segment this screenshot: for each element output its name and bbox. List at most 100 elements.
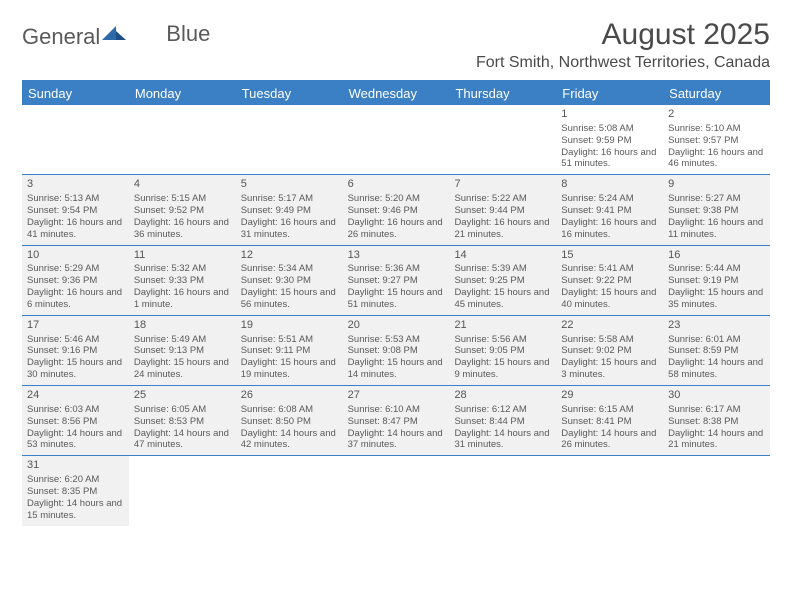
day-number: 17 — [27, 319, 124, 333]
day-cell: 1Sunrise: 5:08 AMSunset: 9:59 PMDaylight… — [556, 105, 663, 174]
day-number: 29 — [561, 389, 658, 403]
logo-text-general: General — [22, 24, 100, 50]
sunrise-text: Sunrise: 5:44 AM — [668, 263, 765, 275]
daylight-text: Daylight: 14 hours and 15 minutes. — [27, 498, 124, 522]
day-cell — [129, 105, 236, 174]
sunrise-text: Sunrise: 6:03 AM — [27, 404, 124, 416]
sunset-text: Sunset: 9:02 PM — [561, 345, 658, 357]
day-number: 10 — [27, 249, 124, 263]
day-number: 14 — [454, 249, 551, 263]
day-number: 26 — [241, 389, 338, 403]
day-number: 12 — [241, 249, 338, 263]
day-number: 28 — [454, 389, 551, 403]
day-number: 15 — [561, 249, 658, 263]
logo-text-blue: Blue — [166, 21, 210, 47]
daylight-text: Daylight: 14 hours and 42 minutes. — [241, 428, 338, 452]
daylight-text: Daylight: 14 hours and 31 minutes. — [454, 428, 551, 452]
sunrise-text: Sunrise: 5:24 AM — [561, 193, 658, 205]
daylight-text: Daylight: 15 hours and 24 minutes. — [134, 357, 231, 381]
daylight-text: Daylight: 16 hours and 26 minutes. — [348, 217, 445, 241]
day-header: Monday — [129, 82, 236, 105]
sunset-text: Sunset: 9:13 PM — [134, 345, 231, 357]
sunrise-text: Sunrise: 5:08 AM — [561, 123, 658, 135]
sunset-text: Sunset: 9:22 PM — [561, 275, 658, 287]
day-cell: 4Sunrise: 5:15 AMSunset: 9:52 PMDaylight… — [129, 175, 236, 244]
daylight-text: Daylight: 16 hours and 46 minutes. — [668, 147, 765, 171]
daylight-text: Daylight: 15 hours and 35 minutes. — [668, 287, 765, 311]
day-number: 31 — [27, 459, 124, 473]
sunset-text: Sunset: 8:44 PM — [454, 416, 551, 428]
sunrise-text: Sunrise: 5:27 AM — [668, 193, 765, 205]
daylight-text: Daylight: 16 hours and 21 minutes. — [454, 217, 551, 241]
day-number: 9 — [668, 178, 765, 192]
day-cell: 2Sunrise: 5:10 AMSunset: 9:57 PMDaylight… — [663, 105, 770, 174]
sunset-text: Sunset: 9:27 PM — [348, 275, 445, 287]
sunrise-text: Sunrise: 5:13 AM — [27, 193, 124, 205]
sunrise-text: Sunrise: 5:22 AM — [454, 193, 551, 205]
sunrise-text: Sunrise: 5:41 AM — [561, 263, 658, 275]
week-row: 24Sunrise: 6:03 AMSunset: 8:56 PMDayligh… — [22, 386, 770, 456]
day-cell: 28Sunrise: 6:12 AMSunset: 8:44 PMDayligh… — [449, 386, 556, 455]
sunset-text: Sunset: 8:35 PM — [27, 486, 124, 498]
daylight-text: Daylight: 14 hours and 21 minutes. — [668, 428, 765, 452]
day-number: 3 — [27, 178, 124, 192]
logo: General Blue — [22, 18, 210, 50]
day-cell — [236, 456, 343, 525]
daylight-text: Daylight: 14 hours and 53 minutes. — [27, 428, 124, 452]
sunset-text: Sunset: 9:25 PM — [454, 275, 551, 287]
sunset-text: Sunset: 9:05 PM — [454, 345, 551, 357]
daylight-text: Daylight: 15 hours and 30 minutes. — [27, 357, 124, 381]
week-row: 17Sunrise: 5:46 AMSunset: 9:16 PMDayligh… — [22, 316, 770, 386]
day-cell — [663, 456, 770, 525]
daylight-text: Daylight: 15 hours and 9 minutes. — [454, 357, 551, 381]
calendar: SundayMondayTuesdayWednesdayThursdayFrid… — [22, 80, 770, 526]
day-cell: 14Sunrise: 5:39 AMSunset: 9:25 PMDayligh… — [449, 246, 556, 315]
sunset-text: Sunset: 9:19 PM — [668, 275, 765, 287]
sunset-text: Sunset: 9:49 PM — [241, 205, 338, 217]
day-cell — [236, 105, 343, 174]
day-cell: 27Sunrise: 6:10 AMSunset: 8:47 PMDayligh… — [343, 386, 450, 455]
day-cell: 21Sunrise: 5:56 AMSunset: 9:05 PMDayligh… — [449, 316, 556, 385]
day-cell: 23Sunrise: 6:01 AMSunset: 8:59 PMDayligh… — [663, 316, 770, 385]
day-cell: 9Sunrise: 5:27 AMSunset: 9:38 PMDaylight… — [663, 175, 770, 244]
sunset-text: Sunset: 9:52 PM — [134, 205, 231, 217]
sunrise-text: Sunrise: 5:17 AM — [241, 193, 338, 205]
sunset-text: Sunset: 9:59 PM — [561, 135, 658, 147]
day-cell: 26Sunrise: 6:08 AMSunset: 8:50 PMDayligh… — [236, 386, 343, 455]
sunrise-text: Sunrise: 5:15 AM — [134, 193, 231, 205]
sunrise-text: Sunrise: 6:10 AM — [348, 404, 445, 416]
month-title: August 2025 — [476, 18, 770, 52]
week-row: 10Sunrise: 5:29 AMSunset: 9:36 PMDayligh… — [22, 246, 770, 316]
day-number: 25 — [134, 389, 231, 403]
sunset-text: Sunset: 8:53 PM — [134, 416, 231, 428]
day-number: 11 — [134, 249, 231, 263]
sunrise-text: Sunrise: 6:15 AM — [561, 404, 658, 416]
daylight-text: Daylight: 15 hours and 56 minutes. — [241, 287, 338, 311]
day-cell: 20Sunrise: 5:53 AMSunset: 9:08 PMDayligh… — [343, 316, 450, 385]
day-number: 16 — [668, 249, 765, 263]
day-cell: 22Sunrise: 5:58 AMSunset: 9:02 PMDayligh… — [556, 316, 663, 385]
daylight-text: Daylight: 14 hours and 47 minutes. — [134, 428, 231, 452]
sunset-text: Sunset: 8:41 PM — [561, 416, 658, 428]
day-cell: 12Sunrise: 5:34 AMSunset: 9:30 PMDayligh… — [236, 246, 343, 315]
day-cell — [449, 456, 556, 525]
sunrise-text: Sunrise: 5:29 AM — [27, 263, 124, 275]
sunrise-text: Sunrise: 5:53 AM — [348, 334, 445, 346]
day-cell — [449, 105, 556, 174]
daylight-text: Daylight: 14 hours and 26 minutes. — [561, 428, 658, 452]
sunrise-text: Sunrise: 6:05 AM — [134, 404, 231, 416]
week-row: 3Sunrise: 5:13 AMSunset: 9:54 PMDaylight… — [22, 175, 770, 245]
day-number: 6 — [348, 178, 445, 192]
daylight-text: Daylight: 15 hours and 45 minutes. — [454, 287, 551, 311]
sunrise-text: Sunrise: 6:12 AM — [454, 404, 551, 416]
daylight-text: Daylight: 16 hours and 1 minute. — [134, 287, 231, 311]
daylight-text: Daylight: 15 hours and 14 minutes. — [348, 357, 445, 381]
day-number: 20 — [348, 319, 445, 333]
day-number: 1 — [561, 108, 658, 122]
day-cell: 16Sunrise: 5:44 AMSunset: 9:19 PMDayligh… — [663, 246, 770, 315]
day-number: 13 — [348, 249, 445, 263]
day-cell: 17Sunrise: 5:46 AMSunset: 9:16 PMDayligh… — [22, 316, 129, 385]
sunrise-text: Sunrise: 5:46 AM — [27, 334, 124, 346]
day-header: Friday — [556, 82, 663, 105]
daylight-text: Daylight: 16 hours and 31 minutes. — [241, 217, 338, 241]
